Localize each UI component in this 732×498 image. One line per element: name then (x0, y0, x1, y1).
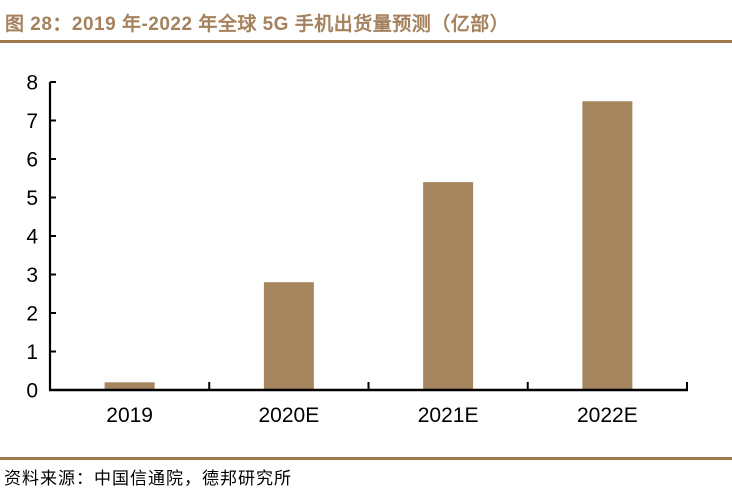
bar-2021E (423, 182, 474, 390)
x-axis-label: 2022E (577, 404, 638, 427)
title-divider (0, 40, 732, 43)
footer-divider (0, 457, 732, 460)
bar-2020E (263, 282, 314, 390)
y-tick-label: 2 (26, 303, 38, 326)
y-tick-label: 7 (26, 110, 38, 133)
x-axis-label: 2019 (106, 404, 153, 427)
x-axis-label: 2020E (259, 404, 320, 427)
figure-title: 图 28：2019 年-2022 年全球 5G 手机出货量预测（亿部） (5, 14, 510, 35)
y-tick-label: 4 (26, 226, 38, 249)
y-tick-label: 1 (26, 341, 38, 364)
x-axis-label: 2021E (418, 404, 479, 427)
y-tick-label: 5 (26, 187, 38, 210)
y-tick-label: 8 (26, 72, 38, 95)
bar-chart: 0 1 2 3 4 5 6 7 8 2019 2020E 2021E 2022E (0, 48, 732, 453)
y-tick-label: 6 (26, 149, 38, 172)
bar-2022E (582, 101, 633, 390)
bar-chart-canvas: 0 1 2 3 4 5 6 7 8 2019 2020E 2021E 2022E (26, 72, 688, 427)
bar-2019 (104, 382, 155, 390)
y-tick-label: 3 (26, 264, 38, 287)
y-tick-label: 0 (26, 380, 38, 403)
source-note: 资料来源：中国信通院，德邦研究所 (4, 469, 292, 488)
